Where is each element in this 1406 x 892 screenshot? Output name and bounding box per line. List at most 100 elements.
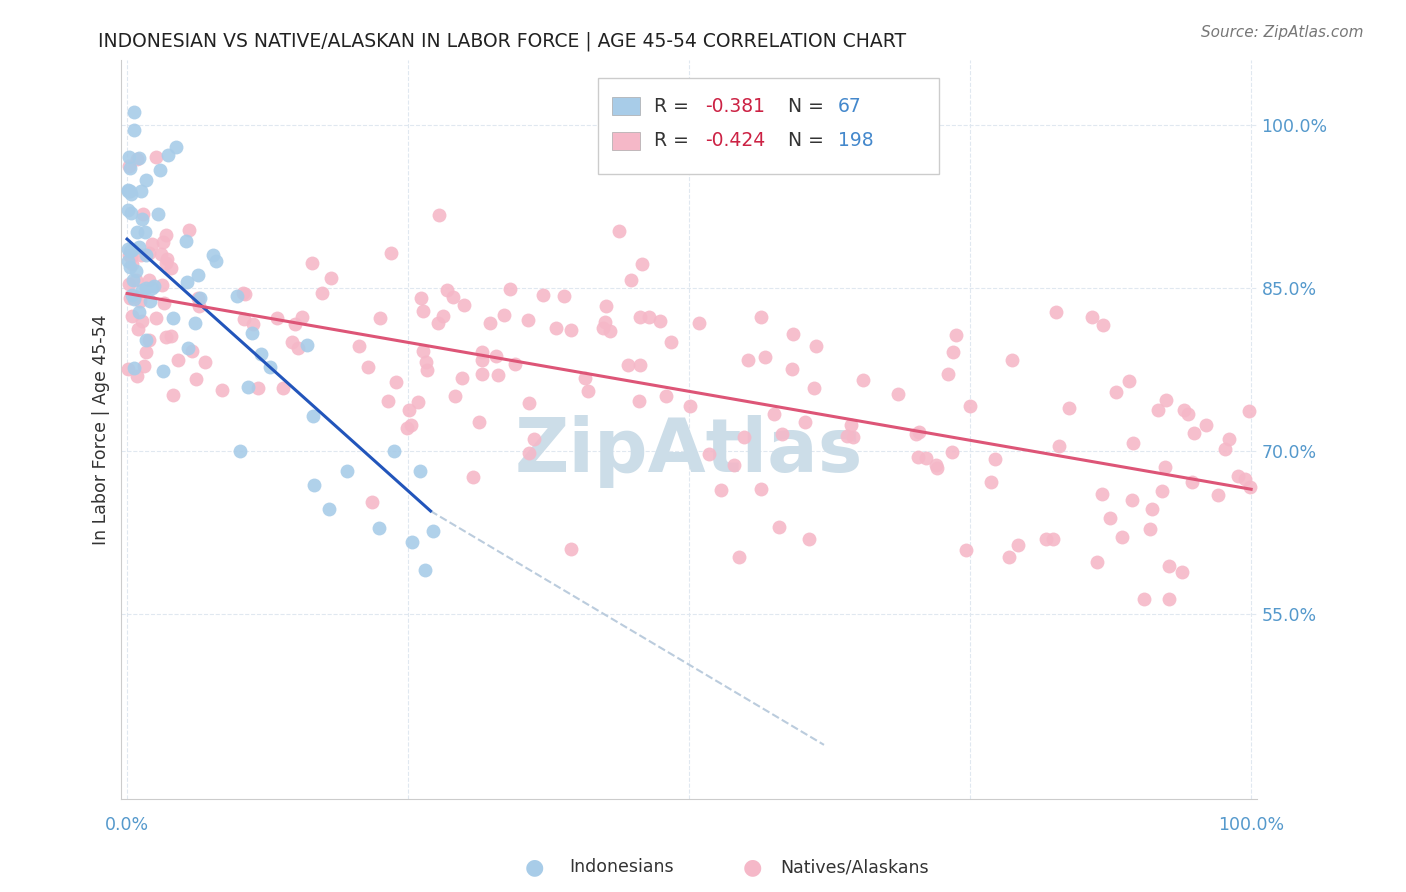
Point: [148, 207, 170, 221]
Point: [523, 432, 546, 446]
Point: [135, 344, 157, 359]
Point: [139, 293, 162, 308]
Point: [941, 445, 963, 459]
Point: [121, 257, 143, 271]
Point: [121, 310, 143, 324]
Point: [125, 225, 148, 239]
Point: [468, 415, 491, 429]
Text: INDONESIAN VS NATIVE/ALASKAN IN LABOR FORCE | AGE 45-54 CORRELATION CHART: INDONESIAN VS NATIVE/ALASKAN IN LABOR FO…: [98, 31, 907, 51]
Point: [149, 162, 172, 177]
Point: [131, 283, 153, 297]
Point: [1159, 592, 1181, 607]
Point: [1045, 305, 1067, 319]
Point: [398, 403, 420, 417]
Point: [1234, 473, 1257, 487]
Point: [617, 358, 640, 372]
Point: [925, 458, 948, 472]
Point: [232, 285, 254, 300]
Point: [628, 359, 651, 373]
Point: [842, 430, 865, 444]
Point: [1105, 384, 1128, 399]
FancyBboxPatch shape: [612, 132, 640, 150]
Point: [194, 355, 217, 369]
Point: [124, 361, 146, 376]
Point: [1080, 310, 1102, 324]
Point: [152, 364, 174, 378]
Point: [117, 253, 139, 268]
Point: [733, 429, 755, 443]
FancyBboxPatch shape: [599, 78, 939, 174]
Text: Indonesians: Indonesians: [569, 858, 673, 876]
Point: [737, 353, 759, 368]
Point: [697, 447, 720, 461]
Point: [1092, 318, 1115, 332]
Point: [382, 444, 405, 458]
Point: [131, 248, 153, 262]
Point: [318, 501, 340, 516]
Point: [1118, 374, 1140, 388]
Point: [980, 475, 1002, 489]
Point: [1177, 408, 1199, 422]
Point: [135, 173, 157, 187]
Point: [1035, 532, 1057, 546]
Text: Source: ZipAtlas.com: Source: ZipAtlas.com: [1201, 25, 1364, 40]
Point: [132, 359, 155, 373]
Point: [162, 311, 184, 326]
Point: [259, 359, 281, 374]
Point: [1157, 559, 1180, 574]
Point: [205, 254, 228, 268]
Point: [1182, 425, 1205, 440]
Point: [295, 338, 318, 352]
Point: [138, 246, 160, 260]
Point: [124, 289, 146, 303]
Point: [907, 450, 929, 464]
Point: [1195, 417, 1218, 432]
Point: [399, 417, 422, 432]
Point: [142, 278, 165, 293]
Point: [117, 362, 139, 376]
Point: [574, 371, 596, 385]
Point: [118, 160, 141, 174]
Point: [461, 469, 484, 483]
Point: [492, 308, 515, 322]
Point: [396, 421, 419, 435]
Point: [319, 270, 342, 285]
Point: [415, 355, 437, 369]
Point: [177, 341, 200, 355]
Point: [1215, 442, 1237, 456]
Point: [478, 317, 501, 331]
Point: [780, 361, 803, 376]
Text: -0.424: -0.424: [704, 131, 765, 151]
Point: [1142, 501, 1164, 516]
Point: [471, 352, 494, 367]
Point: [177, 222, 200, 236]
Point: [592, 321, 614, 335]
Point: [184, 316, 207, 330]
Point: [367, 521, 389, 535]
Point: [723, 458, 745, 472]
Point: [1239, 480, 1261, 494]
Point: [120, 244, 142, 259]
Point: [187, 291, 209, 305]
Point: [156, 252, 179, 266]
Point: [273, 381, 295, 395]
Point: [1181, 475, 1204, 489]
Point: [138, 333, 160, 347]
Point: [120, 260, 142, 274]
Point: [835, 428, 858, 442]
Point: [997, 549, 1019, 564]
Point: [121, 243, 143, 257]
Point: [803, 380, 825, 394]
Point: [749, 482, 772, 496]
Point: [120, 206, 142, 220]
Point: [595, 300, 617, 314]
Point: [627, 394, 650, 409]
Point: [607, 224, 630, 238]
Point: [409, 291, 432, 305]
Point: [593, 315, 616, 329]
Point: [1042, 532, 1064, 546]
Point: [347, 339, 370, 353]
Text: ●: ●: [524, 857, 544, 877]
Point: [436, 283, 458, 297]
Point: [242, 318, 264, 332]
